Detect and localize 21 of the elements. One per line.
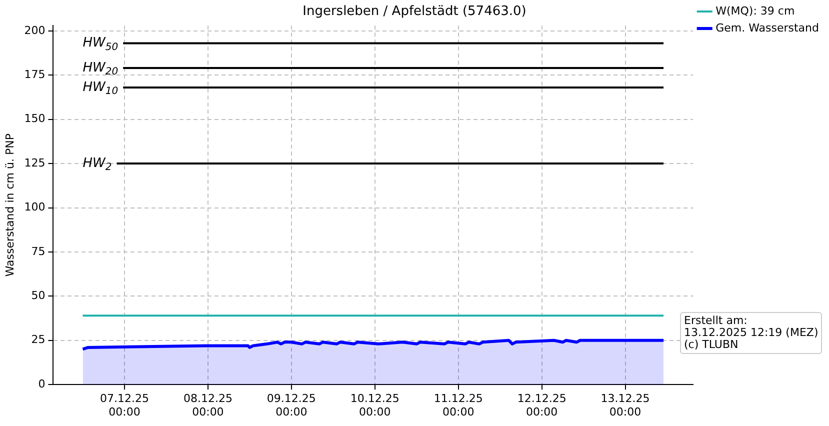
y-tick-label: 125 <box>24 156 46 170</box>
y-tick-label: 50 <box>31 289 46 302</box>
y-tick-label: 25 <box>31 333 46 346</box>
chart-title: Ingersleben / Apfelstädt (57463.0) <box>302 4 526 20</box>
x-tick-label: 12.12.25 00:00 <box>517 392 566 418</box>
x-tick-label: 11.12.25 00:00 <box>434 392 483 418</box>
x-tick-label: 10.12.25 00:00 <box>350 392 400 418</box>
y-tick-label: 175 <box>24 68 46 81</box>
x-tick-label: 07.12.25 00:00 <box>100 392 149 418</box>
y-tick-label: 100 <box>24 200 46 214</box>
y-tick-label: 150 <box>24 112 46 126</box>
y-tick-label: 0 <box>38 377 46 390</box>
y-axis-title: Wasserstand in cm ü. PNP <box>3 133 16 277</box>
annotation: Erstellt am: 13.12.2025 12:19 (MEZ) (c) TLUBN <box>680 312 822 354</box>
legend-label: Gem. Wasserstand <box>716 21 819 34</box>
x-tick-label: 13.12.25 00:00 <box>600 392 650 418</box>
legend-label: W(MQ): 39 cm <box>716 4 795 18</box>
y-tick-label: 200 <box>24 24 46 37</box>
y-tick-label: 75 <box>31 244 46 258</box>
x-tick-label: 08.12.25 00:00 <box>183 392 232 418</box>
x-tick-label: 09.12.25 00:00 <box>266 392 316 418</box>
